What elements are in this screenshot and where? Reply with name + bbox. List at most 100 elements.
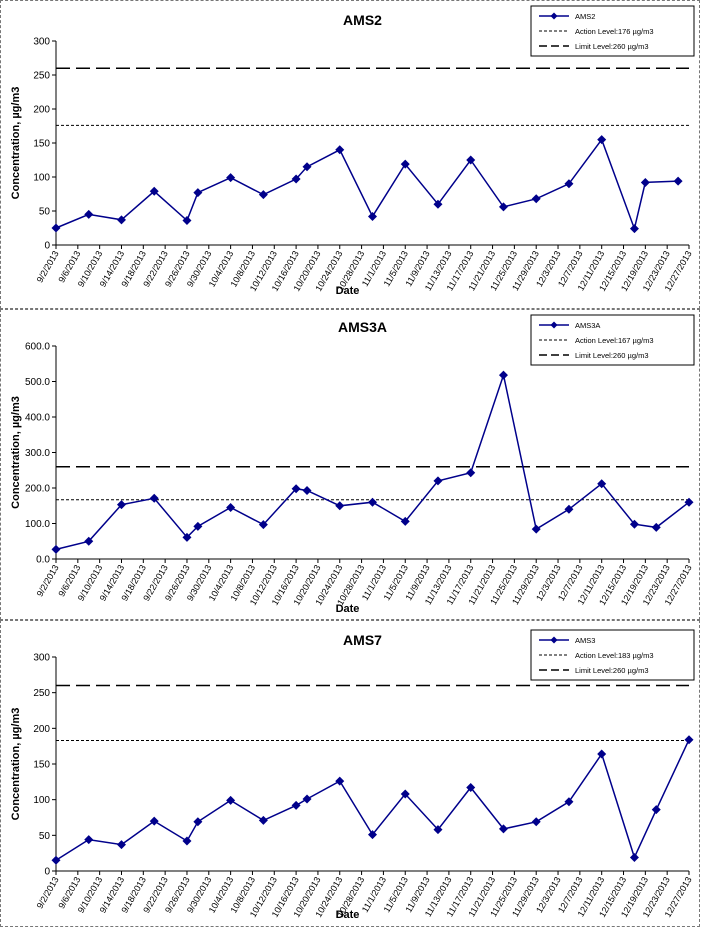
data-point	[116, 840, 126, 850]
data-point	[629, 519, 639, 529]
x-axis-title: Date	[336, 603, 360, 615]
y-tick-label: 300	[33, 37, 50, 48]
data-point	[651, 522, 661, 532]
data-point	[335, 145, 345, 155]
data-point	[673, 176, 683, 186]
chart-panel-ams3a: AMS3A 0.0 100.0 200.0 300.0 400.0 500.0 600.0 9/…	[0, 309, 700, 620]
data-point	[193, 188, 203, 198]
y-tick-label: 100	[33, 173, 50, 184]
data-point	[193, 817, 203, 827]
legend-action-label: Action Level:167 µg/m3	[575, 336, 654, 345]
chart-panel-ams7: AMS7 0 50 100 150 200 250 300 9/2/2013 9/6/2013 9/…	[0, 620, 700, 927]
data-point	[433, 825, 443, 835]
y-tick-label: 100	[33, 795, 50, 806]
data-point	[335, 776, 345, 786]
y-tick-label: 100.0	[25, 519, 50, 530]
data-point	[291, 484, 301, 494]
legend-series-label: AMS2	[575, 12, 595, 21]
data-point	[597, 479, 607, 489]
series-line	[55, 138, 679, 232]
y-tick-label: 200.0	[25, 484, 50, 495]
data-point	[629, 852, 639, 862]
y-tick-label: 50	[39, 207, 51, 218]
data-point	[51, 544, 61, 554]
data-point	[368, 497, 377, 507]
data-point	[531, 194, 541, 204]
y-tick-label: 150	[33, 139, 50, 150]
legend-box	[530, 629, 695, 681]
data-point	[84, 835, 94, 845]
data-point	[193, 521, 203, 531]
data-point	[564, 504, 574, 514]
data-point	[433, 199, 443, 209]
data-point	[531, 524, 541, 534]
chart-title: AMS3A	[338, 319, 387, 335]
chart-ams7: AMS70501001502002503009/2/20139/6/20139/…	[10, 629, 695, 921]
y-axis-title: Concentration, µg/m3	[10, 396, 22, 509]
y-axis-title: Concentration, µg/m3	[10, 708, 22, 821]
data-point	[433, 476, 443, 486]
data-point	[651, 805, 661, 815]
data-point	[466, 783, 476, 793]
legend-series-label: AMS3	[575, 636, 595, 645]
y-tick-label: 300	[33, 653, 50, 664]
data-point	[302, 485, 312, 495]
series-line	[55, 372, 690, 551]
data-point	[291, 174, 301, 184]
data-point	[466, 155, 476, 165]
data-point	[368, 830, 377, 840]
data-point	[597, 749, 607, 759]
legend-series-marker	[550, 12, 558, 20]
data-point	[564, 797, 574, 807]
data-point	[597, 135, 607, 145]
data-point	[182, 216, 192, 226]
y-tick-label: 50	[39, 831, 51, 842]
data-point	[531, 817, 541, 827]
data-point	[116, 500, 126, 510]
data-point	[335, 501, 345, 511]
y-tick-label: 150	[33, 760, 50, 771]
legend-series-marker	[550, 636, 558, 644]
data-point	[564, 179, 574, 189]
y-tick-label: 500.0	[25, 377, 50, 388]
data-point	[400, 159, 410, 169]
x-axis-title: Date	[336, 285, 360, 297]
legend-series-label: AMS3A	[575, 321, 600, 330]
data-point	[84, 209, 94, 219]
legend-action-label: Action Level:183 µg/m3	[575, 651, 654, 660]
chart-panel-ams2: AMS2 0 50 100 150 200 250 300 9/2/2013 9/6/2013 9/…	[0, 0, 700, 309]
legend-action-label: Action Level:176 µg/m3	[575, 27, 654, 36]
data-point	[51, 223, 61, 233]
data-point	[400, 516, 410, 526]
data-point	[258, 815, 268, 825]
data-point	[226, 795, 236, 805]
x-axis-title: Date	[336, 909, 360, 921]
data-point	[302, 794, 312, 804]
chart-ams2: AMS20501001502002503009/2/20139/6/20139/…	[10, 5, 695, 297]
data-point	[84, 536, 94, 546]
data-point	[684, 497, 694, 507]
data-point	[258, 520, 268, 530]
data-point	[466, 468, 476, 478]
legend-box	[530, 5, 695, 57]
data-point	[51, 855, 61, 865]
legend-limit-label: Limit Level:260 µg/m3	[575, 42, 649, 51]
data-point	[684, 735, 694, 745]
data-point	[182, 532, 192, 542]
y-tick-label: 600.0	[25, 342, 50, 353]
y-tick-label: 0.0	[36, 555, 50, 566]
data-point	[258, 190, 268, 200]
legend-series-marker	[550, 321, 558, 329]
chart-title: AMS2	[343, 12, 382, 28]
data-point	[149, 186, 159, 196]
data-point	[498, 824, 508, 834]
chart-title: AMS7	[343, 632, 382, 648]
data-point	[149, 816, 159, 826]
y-tick-label: 0	[44, 241, 50, 252]
data-point	[116, 215, 126, 225]
y-tick-label: 250	[33, 688, 50, 699]
y-axis-title: Concentration, µg/m3	[10, 87, 22, 200]
y-tick-label: 250	[33, 71, 50, 82]
data-point	[400, 789, 410, 799]
